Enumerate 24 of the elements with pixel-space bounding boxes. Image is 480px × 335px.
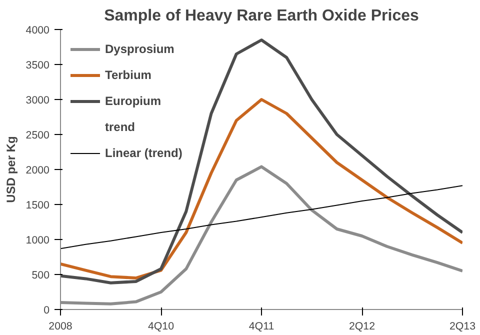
y-tick-label: 3000	[26, 94, 50, 106]
legend-label: Europium	[105, 94, 161, 108]
y-tick-label: 3500	[26, 60, 50, 72]
legend-label: Terbium	[105, 68, 152, 82]
y-tick-label: 0	[44, 304, 50, 316]
x-tick-label: 4Q10	[148, 320, 174, 332]
y-tick-label: 4000	[26, 24, 50, 36]
y-tick-label: 1500	[26, 200, 50, 212]
y-tick-label: 1000	[26, 234, 50, 246]
annotation: trend	[105, 120, 135, 134]
y-axis-title: USD per Kg	[4, 136, 18, 203]
line-series	[60, 185, 462, 250]
line-series	[60, 38, 462, 284]
legend-label: Linear (trend)	[105, 146, 182, 160]
x-tick-label: 2008	[48, 320, 72, 332]
x-tick-label: 2Q12	[348, 320, 376, 332]
x-tick-label: 4Q11	[248, 320, 274, 332]
y-tick-label: 500	[32, 270, 50, 282]
line-series	[60, 98, 462, 280]
chart-title: Sample of Heavy Rare Earth Oxide Prices	[104, 8, 420, 24]
legend-label: Dysprosium	[105, 42, 174, 56]
x-tick-label: 2Q13	[449, 320, 476, 332]
y-tick-label: 2000	[26, 164, 50, 176]
y-tick-label: 2500	[26, 130, 50, 142]
